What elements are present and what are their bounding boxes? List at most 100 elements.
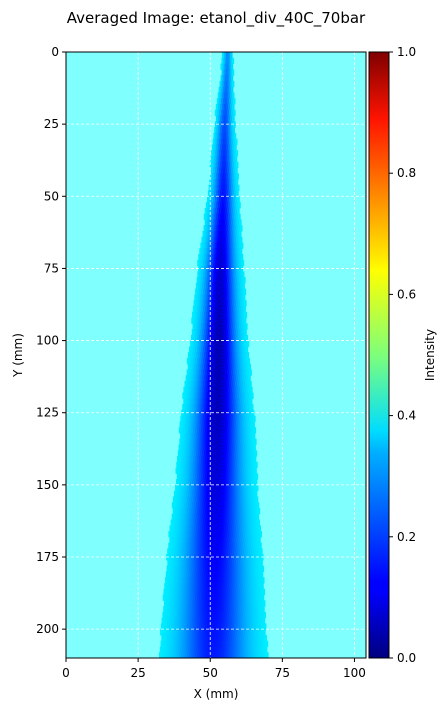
heatmap-cell [223, 121, 226, 128]
heatmap-cell [227, 69, 231, 76]
heatmap-cell [233, 357, 236, 365]
heatmap-cell [209, 329, 213, 336]
heatmap-cell [219, 144, 223, 151]
heatmap-cell [211, 473, 214, 480]
heatmap-cell [181, 588, 185, 596]
heatmap-cell [240, 600, 244, 607]
heatmap-cell [242, 582, 246, 590]
heatmap-cell [160, 629, 163, 636]
heatmap-cell [168, 554, 171, 561]
heatmap-cell [222, 138, 226, 145]
heatmap-cell [262, 634, 265, 642]
heatmap-cell [225, 548, 229, 555]
heatmap-cell [239, 334, 243, 342]
heatmap-cell [236, 415, 240, 422]
heatmap-cell [234, 450, 237, 457]
heatmap-cell [246, 467, 249, 474]
heatmap-cell [226, 115, 229, 122]
heatmap-cell [184, 444, 188, 451]
heatmap-cell [227, 652, 231, 658]
heatmap-cell [225, 519, 228, 526]
heatmap-cell [196, 502, 199, 509]
heatmap-cell [226, 329, 229, 336]
heatmap-cell [200, 611, 204, 619]
heatmap-cell [210, 392, 214, 399]
heatmap-cell [249, 398, 253, 405]
heatmap-cell [225, 594, 228, 601]
heatmap-cell [260, 548, 263, 555]
heatmap-cell [180, 427, 184, 434]
heatmap-cell [245, 427, 249, 434]
heatmap-cell [197, 536, 201, 544]
heatmap-cell [248, 467, 251, 474]
heatmap-cell [195, 288, 198, 295]
heatmap-cell [192, 519, 196, 526]
heatmap-cell [165, 606, 168, 613]
heatmap-cell [222, 363, 225, 371]
heatmap-cell [199, 617, 203, 624]
heatmap-cell [231, 196, 234, 203]
heatmap-cell [224, 513, 227, 521]
heatmap-cell [241, 473, 244, 480]
heatmap-cell [221, 300, 225, 307]
heatmap-cell [253, 415, 256, 422]
heatmap-cell [244, 340, 248, 347]
heatmap-cell [222, 513, 225, 521]
heatmap-cell [173, 606, 176, 613]
heatmap-cell [236, 202, 239, 209]
heatmap-cell [173, 652, 176, 658]
heatmap-cell [197, 346, 200, 353]
heatmap-cell [196, 311, 199, 319]
heatmap-cell [182, 531, 186, 538]
heatmap-cell [174, 600, 177, 607]
heatmap-cell [219, 196, 222, 203]
heatmap-cell [218, 242, 222, 249]
heatmap-cell [167, 548, 170, 555]
heatmap-cell [245, 334, 249, 342]
heatmap-cell [252, 617, 256, 624]
heatmap-cell [249, 623, 253, 630]
heatmap-cell [198, 369, 202, 376]
heatmap-cell [233, 346, 237, 353]
heatmap-cell [185, 496, 188, 503]
heatmap-cell [227, 305, 230, 313]
heatmap-cell [158, 652, 162, 658]
heatmap-cell [199, 346, 202, 353]
heatmap-cell [223, 438, 227, 446]
heatmap-cell [231, 496, 235, 503]
heatmap-cell [241, 317, 245, 324]
heatmap-cell [184, 479, 187, 486]
colorbar: 0.00.20.40.60.81.0 Intensity [368, 45, 437, 665]
heatmap-cell [195, 588, 199, 596]
heatmap-cell [213, 536, 217, 544]
heatmap-cell [220, 219, 224, 226]
heatmap-cell [218, 542, 222, 549]
heatmap-cell [216, 277, 220, 284]
heatmap-cell [210, 513, 213, 521]
heatmap-cell [223, 467, 227, 474]
heatmap-cell [213, 640, 216, 648]
heatmap-cell [182, 582, 186, 590]
heatmap-cell [187, 548, 190, 555]
heatmap-cell [202, 340, 205, 347]
heatmap-cell [243, 277, 246, 284]
heatmap-cell [228, 404, 232, 411]
heatmap-cell [196, 629, 200, 636]
heatmap-cell [253, 652, 257, 658]
heatmap-cell [242, 300, 245, 307]
heatmap-cell [231, 519, 234, 526]
heatmap-cell [226, 86, 230, 93]
heatmap-cell [218, 294, 222, 301]
heatmap-cell [236, 213, 239, 220]
heatmap-cell [197, 317, 200, 324]
heatmap-cell [194, 392, 198, 399]
heatmap-cell [197, 259, 200, 267]
heatmap-cell [240, 450, 243, 457]
heatmap-cell [227, 438, 231, 446]
heatmap-cell [231, 577, 235, 584]
heatmap-cell [177, 484, 180, 492]
heatmap-cell [185, 548, 188, 555]
heatmap-cell [191, 386, 195, 394]
heatmap-cell [245, 594, 249, 601]
heatmap-cell [236, 490, 240, 497]
